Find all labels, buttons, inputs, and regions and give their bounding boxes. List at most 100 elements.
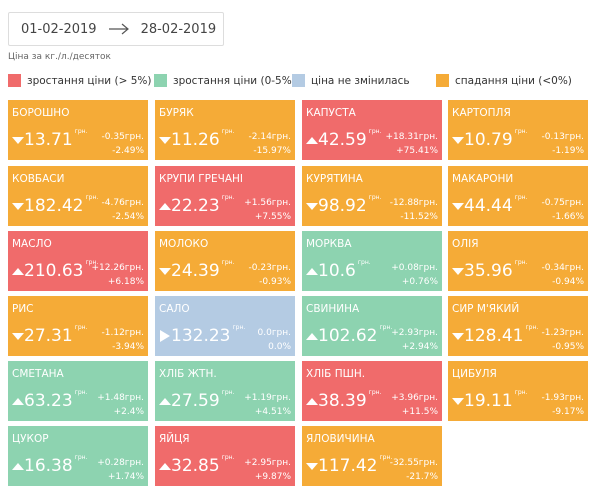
tile-percent: -1.66% (552, 212, 584, 222)
tile-percent: +11.5% (401, 407, 438, 417)
price-tile[interactable]: САЛО 132.23 грн. 0.0грн. 0.0% (155, 296, 295, 356)
price-tile[interactable]: ЦУКОР 16.38 грн. +0.28грн. +1.74% (8, 426, 148, 486)
price-tile[interactable]: КУРЯТИНА 98.92 грн. -12.88грн. -11.52% (302, 166, 442, 226)
tile-name: ОЛІЯ (452, 238, 479, 250)
price-tile[interactable]: БУРЯК 11.26 грн. -2.14грн. -15.97% (155, 100, 295, 160)
tile-percent: +2.4% (113, 407, 144, 417)
tile-change: 0.0грн. (257, 328, 292, 338)
tile-price: 10.79 грн. (464, 128, 528, 150)
price-tile[interactable]: КРУПИ ГРЕЧАНІ 22.23 грн. +1.56грн. +7.55% (155, 166, 295, 226)
price-tile[interactable]: РИС 27.31 грн. -1.12грн. -3.94% (8, 296, 148, 356)
price-tile[interactable]: СИР М'ЯКИЙ 128.41 грн. -1.23грн. -0.95% (448, 296, 588, 356)
tile-percent: +9.87% (254, 472, 291, 482)
price-tile[interactable]: КАПУСТА 42.59 грн. +18.31грн. +75.41% (302, 100, 442, 160)
tile-change: +2.95грн. (244, 458, 291, 468)
tile-percent: +1.74% (107, 472, 144, 482)
price-value: 32.85 (171, 456, 220, 476)
price-tile[interactable]: ЦИБУЛЯ 19.11 грн. -1.93грн. -9.17% (448, 361, 588, 421)
tile-price: 11.26 грн. (171, 128, 234, 150)
date-to[interactable]: 28-02-2019 (140, 21, 217, 37)
price-unit: грн. (525, 324, 539, 331)
tile-price: 117.42 грн. (318, 454, 393, 476)
price-tile[interactable]: МАКАРОНИ 44.44 грн. -0.75грн. -1.66% (448, 166, 588, 226)
tile-price: 128.41 грн. (464, 324, 539, 346)
trend-arrow (306, 137, 318, 144)
tile-price: 38.39 грн. (318, 389, 381, 411)
price-unit: грн. (514, 194, 528, 201)
date-range[interactable]: 01-02-2019 28-02-2019 (8, 12, 224, 46)
legend-item: зростання ціни (> 5%) (8, 74, 151, 87)
tile-change: +0.08грн. (391, 263, 438, 273)
price-unit: грн. (74, 389, 88, 396)
tile-name: ЯЛОВИЧИНА (306, 433, 375, 445)
tile-name: МОРКВА (306, 238, 352, 250)
tile-name: ЯЙЦЯ (159, 433, 190, 445)
price-tile[interactable]: ОЛІЯ 35.96 грн. -0.34грн. -0.94% (448, 231, 588, 291)
tile-change: -0.13грн. (541, 132, 584, 142)
tile-name: БУРЯК (159, 107, 194, 119)
price-tile[interactable]: КАРТОПЛЯ 10.79 грн. -0.13грн. -1.19% (448, 100, 588, 160)
tile-name: МАСЛО (12, 238, 52, 250)
price-unit: грн. (379, 454, 393, 461)
trend-arrow (12, 137, 24, 144)
tile-name: МАКАРОНИ (452, 173, 514, 185)
legend-item: зростання ціни (0-5%) (154, 74, 296, 87)
price-unit: грн. (85, 259, 99, 266)
tile-price: 22.23 грн. (171, 194, 234, 216)
tile-change: -1.93грн. (541, 393, 584, 403)
price-value: 44.44 (464, 196, 513, 216)
tile-name: КАПУСТА (306, 107, 356, 119)
tile-price: 182.42 грн. (24, 194, 99, 216)
legend-item: ціна не змінилась (292, 74, 410, 87)
tile-name: КУРЯТИНА (306, 173, 363, 185)
price-unit: грн. (514, 128, 528, 135)
price-unit: грн. (368, 194, 382, 201)
tile-change: -1.12грн. (101, 328, 144, 338)
tile-name: СМЕТАНА (12, 368, 64, 380)
price-tile[interactable]: МОЛОКО 24.39 грн. -0.23грн. -0.93% (155, 231, 295, 291)
price-tile[interactable]: ХЛІБ ЖТН. 27.59 грн. +1.19грн. +4.51% (155, 361, 295, 421)
price-tile[interactable]: СМЕТАНА 63.23 грн. +1.48грн. +2.4% (8, 361, 148, 421)
tile-name: КОВБАСИ (12, 173, 65, 185)
price-unit: грн. (514, 389, 528, 396)
tile-percent: -1.19% (552, 146, 584, 156)
price-tile[interactable]: ЯЛОВИЧИНА 117.42 грн. -32.55грн. -21.7% (302, 426, 442, 486)
tile-change: +1.19грн. (244, 393, 291, 403)
legend-swatch (436, 74, 449, 87)
price-tile[interactable]: ХЛІБ ПШН. 38.39 грн. +3.96грн. +11.5% (302, 361, 442, 421)
tile-percent: +0.76% (401, 277, 438, 287)
price-tile[interactable]: КОВБАСИ 182.42 грн. -4.76грн. -2.54% (8, 166, 148, 226)
tile-price: 132.23 грн. (171, 324, 245, 346)
trend-arrow (159, 137, 171, 144)
trend-arrow (306, 398, 318, 405)
price-unit: грн. (85, 194, 99, 201)
price-unit: грн. (379, 324, 393, 331)
price-unit: грн. (74, 128, 88, 135)
tile-change: -0.75грн. (541, 198, 584, 208)
price-unit: грн. (221, 389, 235, 396)
price-value: 10.79 (464, 130, 513, 150)
tile-percent: -21.7% (406, 472, 438, 482)
price-tile[interactable]: СВИНИНА 102.62 грн. +2.93грн. +2.94% (302, 296, 442, 356)
trend-arrow (159, 268, 171, 275)
legend-swatch (8, 74, 21, 87)
price-value: 182.42 (24, 196, 84, 216)
price-tile[interactable]: ЯЙЦЯ 32.85 грн. +2.95грн. +9.87% (155, 426, 295, 486)
price-unit: грн. (221, 259, 235, 266)
price-unit: грн. (514, 259, 528, 266)
price-value: 42.59 (318, 130, 367, 150)
price-tile[interactable]: МОРКВА 10.6 грн. +0.08грн. +0.76% (302, 231, 442, 291)
price-value: 19.11 (464, 391, 513, 411)
tile-price: 32.85 грн. (171, 454, 235, 476)
price-unit: грн. (74, 324, 88, 331)
price-value: 210.63 (24, 261, 84, 281)
tile-price: 44.44 грн. (464, 194, 528, 216)
price-tile[interactable]: БОРОШНО 13.71 грн. -0.35грн. -2.49% (8, 100, 148, 160)
price-tile[interactable]: МАСЛО 210.63 грн. +12.26грн. +6.18% (8, 231, 148, 291)
price-unit: грн. (221, 454, 235, 461)
tile-change: +2.93грн. (391, 328, 438, 338)
date-from[interactable]: 01-02-2019 (21, 21, 97, 37)
tile-change: -12.88грн. (389, 198, 438, 208)
tile-price: 13.71 грн. (24, 128, 88, 150)
